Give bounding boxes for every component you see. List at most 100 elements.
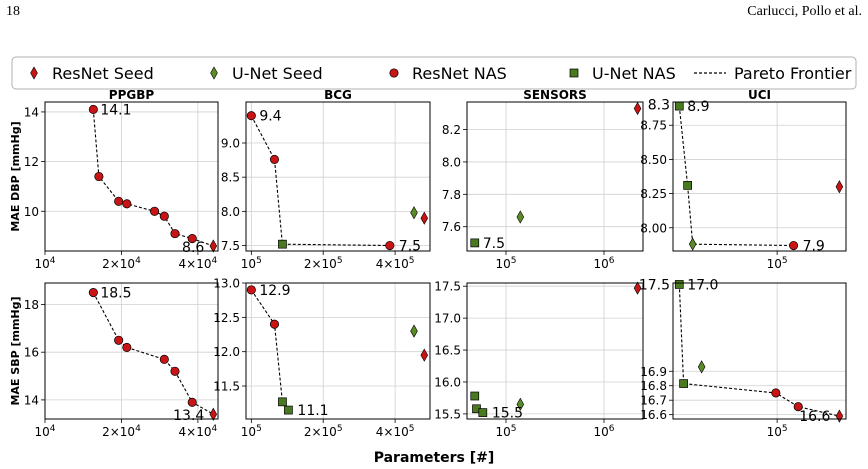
data-annotation: 13.4 — [173, 408, 204, 424]
x-tick-label: 4×104 — [179, 256, 218, 271]
y-tick-label: 15.5 — [434, 407, 461, 421]
u-net-naspoint — [470, 238, 480, 248]
y-axis-label: MAE SBP [mmHg] — [9, 296, 22, 405]
y-tick-label: 8.50 — [640, 153, 667, 167]
data-annotation: 18.5 — [100, 286, 131, 302]
data-annotation: 16.6 — [799, 409, 830, 425]
data-annotation: 14.1 — [100, 102, 131, 118]
x-tick-label: 2×105 — [304, 424, 343, 439]
legend-box — [11, 56, 857, 90]
y-tick-label: 14 — [24, 393, 39, 407]
u-net-naspoint — [478, 408, 488, 417]
legend-item: ResNet NAS — [389, 64, 507, 83]
x-tick-label: 105 — [241, 256, 262, 271]
x-tick-label: 105 — [241, 424, 262, 439]
y-tick-label: 16.0 — [434, 375, 461, 389]
data-annotation: 8.6 — [182, 240, 204, 256]
x-tick-label: 4×105 — [376, 424, 415, 439]
resnet-naspoint — [269, 319, 280, 329]
y-tick-label: 7.6 — [442, 220, 461, 234]
resnet-naspoint — [94, 171, 104, 182]
x-tick-label: 106 — [593, 256, 614, 271]
chart-title: UCI — [748, 88, 771, 102]
plot-frame — [44, 282, 219, 420]
data-annotation: 17.0 — [687, 277, 718, 293]
resnet-naspoint — [187, 397, 197, 407]
x-tick-label: 106 — [593, 424, 614, 439]
y-tick-label: 8.0 — [442, 155, 461, 169]
u-net-seedpoint — [516, 210, 525, 224]
y-tick-label: 12.5 — [213, 311, 240, 325]
plot-frame — [672, 101, 847, 252]
y-tick-label: 18 — [24, 298, 39, 312]
y-tick-label: 16.7 — [640, 394, 667, 408]
y-tick-label: 7.5 — [221, 239, 240, 253]
u-net-naspoint — [470, 391, 480, 401]
u-net-naspoint — [278, 239, 287, 249]
x-tick-label: 105 — [495, 424, 516, 439]
pareto-frontier-line — [250, 289, 289, 411]
resnet-naspoint — [159, 211, 169, 221]
resnet-naspoint — [793, 402, 803, 412]
running-header-authors: Carlucci, Pollo et al. — [747, 4, 862, 19]
u-net-naspoint — [683, 181, 692, 190]
y-tick-label: 16.5 — [434, 344, 461, 358]
resnet-seedpoint — [209, 239, 218, 253]
u-net-naspoint — [679, 379, 688, 388]
legend-item: Pareto Frontier — [694, 64, 852, 83]
y-tick-label: 17.0 — [434, 312, 461, 326]
pareto-frontier-line — [92, 292, 214, 415]
data-annotation: 7.5 — [483, 236, 505, 252]
resnet-seedpoint — [420, 211, 429, 225]
data-annotation: 17.5 — [639, 277, 670, 293]
u-net-seedpoint — [410, 206, 418, 220]
resnet-naspoint — [385, 240, 395, 251]
y-tick-label: 12 — [24, 155, 39, 169]
plot-frame — [672, 282, 847, 420]
plot-frame — [245, 282, 431, 420]
x-tick-label: 4×105 — [376, 256, 415, 271]
u-net-naspoint — [278, 397, 287, 407]
data-annotation: 9.4 — [259, 109, 281, 125]
data-annotation: 11.1 — [297, 403, 328, 419]
x-tick-label: 2×104 — [102, 256, 141, 271]
data-annotation: 12.9 — [259, 283, 290, 299]
data-annotation: 15.5 — [492, 406, 523, 422]
y-tick-label: 16 — [24, 346, 39, 360]
resnet-naspoint — [246, 111, 256, 121]
data-annotation: 7.5 — [399, 239, 421, 255]
legend-item: U-Net NAS — [569, 64, 676, 83]
y-tick-label: 8.00 — [640, 221, 667, 235]
u-net-seedpoint — [516, 397, 525, 411]
resnet-naspoint — [88, 104, 98, 114]
legend-item: ResNet Seed — [30, 64, 154, 83]
y-tick-label: 16.9 — [640, 365, 667, 379]
y-tick-label: 8.5 — [221, 171, 240, 185]
y-axis-label: MAE DBP [mmHg] — [9, 121, 22, 231]
legend-diamond-icon — [210, 66, 218, 80]
y-tick-label: 12.0 — [213, 345, 240, 359]
legend-label: Pareto Frontier — [734, 64, 852, 83]
chart-panel: 105 106 7.6 7.8 8.0 8.2 SENSORS 7.5 — [442, 88, 644, 271]
chart-panel: 105 8.00 8.25 8.50 8.75 UCI 8.9 7.9 8.3 — [640, 88, 847, 271]
chart-title: SENSORS — [523, 88, 587, 102]
pareto-frontier-line — [92, 109, 214, 247]
y-tick-label: 9.0 — [221, 137, 240, 151]
resnet-naspoint — [122, 199, 132, 209]
y-tick-label: 7.8 — [442, 188, 461, 202]
resnet-seedpoint — [633, 101, 642, 116]
legend-label: U-Net Seed — [232, 64, 323, 83]
chart-title: BCG — [324, 88, 352, 102]
plot-frame — [245, 101, 431, 252]
page-number: 18 — [6, 4, 20, 19]
y-tick-label: 8.25 — [640, 187, 667, 201]
data-annotation: 8.9 — [687, 99, 709, 115]
pareto-frontier-line — [678, 106, 794, 247]
resnet-naspoint — [170, 366, 180, 376]
y-tick-label: 10 — [24, 205, 39, 219]
legend-item: U-Net Seed — [210, 64, 323, 83]
y-tick-label: 14 — [24, 105, 39, 119]
